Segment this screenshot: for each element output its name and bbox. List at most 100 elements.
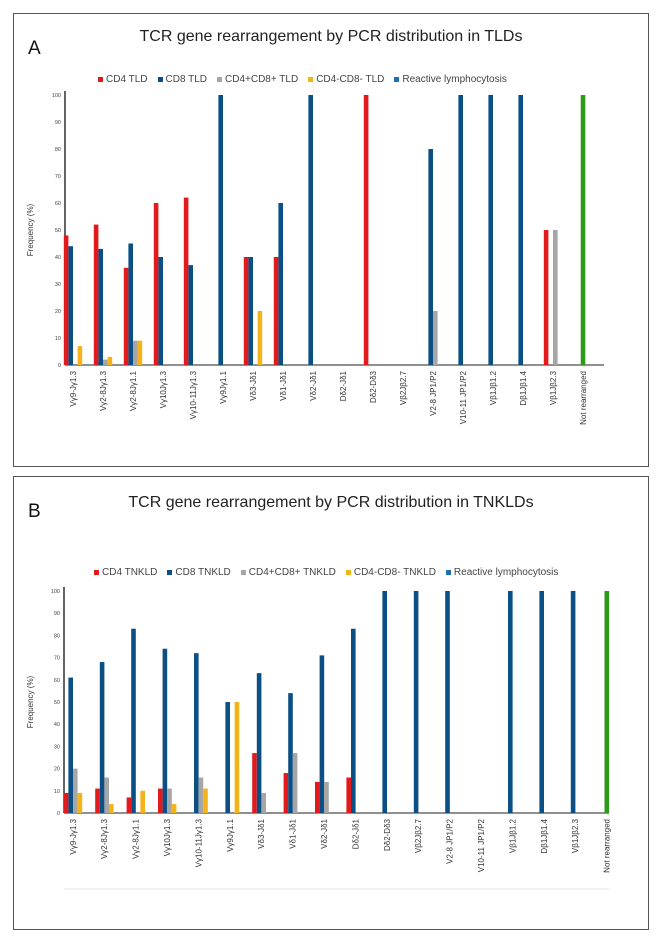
x-tick-label: V2-8 JP1/P2: [429, 370, 438, 415]
legend-swatch: [394, 77, 400, 82]
legend-swatch: [98, 77, 103, 82]
bar-cd8-tnkld: [539, 591, 544, 813]
y-tick-label: 20: [55, 309, 61, 315]
y-axis-label: Frequency (%): [26, 203, 35, 256]
legend-swatch: [157, 77, 163, 82]
legend-item-double-positive: CD4+CD8+ TLD: [217, 74, 298, 85]
x-tick-label: Dβ1Jβ1.4: [519, 370, 528, 405]
x-tick-label: Vβ1Jβ2.3: [549, 370, 558, 405]
bar-cd8-tnkld: [382, 591, 387, 813]
bar-chart-a: 0 10 20 30 40 50 60 70 80 90 100 Frequency (%) Vγ9-J…: [26, 91, 604, 425]
x-tick-label: Vγ2-8Jγ1.1: [132, 818, 141, 859]
y-tick-label: 70: [54, 656, 60, 662]
panel-b: B TCR gene rearrangement by PCR distribu…: [13, 476, 649, 930]
panel-letter: A: [28, 38, 41, 59]
bar-cd8-tnkld: [319, 655, 325, 813]
bar-cd8-tld: [188, 265, 193, 365]
bar-cd8-tnkld: [413, 591, 419, 813]
x-tick-label: Vγ9Jγ1.1: [226, 818, 235, 851]
bar-cd4-cd8-tnkld: [203, 788, 208, 813]
chart-title: TCR gene rearrangement by PCR distributi…: [128, 494, 534, 511]
chart-title: TCR gene rearrangement by PCR distributi…: [139, 28, 523, 45]
bar-cd4-tnkld: [315, 781, 320, 813]
x-tick-label: Vδ3-Jδ1: [257, 818, 266, 848]
x-tick-label: Vγ9-Jγ1.3: [69, 818, 78, 854]
bar-cd4-cd8-tnkld: [171, 804, 177, 813]
bar-cd8-tnkld: [351, 628, 356, 813]
x-tick-label: V2-8 JP1/P2: [446, 818, 455, 863]
chart-legend: CD4 TLD CD8 TLD CD4+CD8+ TLD CD4-CD8- TL…: [98, 74, 507, 85]
bar-cd4-tld: [273, 257, 279, 365]
bar-cd8-tnkld: [256, 673, 262, 813]
bar-cd8-tld: [458, 95, 463, 365]
y-tick-label: 50: [55, 228, 61, 234]
bar-cd4-tld: [543, 230, 549, 365]
bar-cd8-tld: [248, 257, 253, 365]
bar-cd8-tld: [488, 95, 493, 365]
x-tick-label: Vδ1-Jδ1: [289, 818, 298, 848]
bar-cd4-cd8-tnkld: [109, 804, 114, 813]
bar-cd4-cd8-tnkld: [77, 793, 83, 813]
legend-swatch: [345, 570, 351, 575]
y-axis-label: Frequency (%): [26, 675, 35, 728]
legend-swatch: [94, 570, 99, 575]
bar-cd8-tnkld: [225, 702, 230, 813]
legend-item-cd8: CD8 TLD: [157, 74, 207, 85]
y-tick-label: 0: [57, 811, 60, 817]
bar-cd4-tnkld: [158, 788, 163, 813]
x-tick-label: Dδ2-Dδ3: [383, 818, 392, 851]
x-tick-label: Vγ2-8Jγ1.3: [100, 818, 109, 859]
y-tick-label: 60: [55, 201, 61, 207]
legend-item-cd4: CD4 TLD: [98, 74, 148, 85]
x-tick-label: Dδ2-Jδ1: [339, 370, 348, 401]
legend-swatch: [240, 570, 246, 575]
legend-item-double-negative: CD4-CD8- TLD: [308, 74, 384, 85]
bar-cd4-cd8-tnkld: [167, 788, 172, 813]
bar-cd4-cd8-tnkld: [324, 781, 329, 813]
x-tick-label: Vγ2-8Jγ1.1: [129, 370, 138, 411]
y-tick-label: 10: [54, 789, 60, 795]
y-tick-label: 80: [54, 633, 60, 639]
y-tick-label: 20: [54, 767, 60, 773]
bar-cd4-cd8-tld: [433, 311, 438, 365]
bar-cd8-tnkld: [194, 653, 199, 813]
y-tick-label: 90: [54, 611, 60, 617]
bar-cd8-tld: [278, 203, 283, 365]
x-tick-label: Vδ2-Jδ1: [309, 370, 318, 400]
bar-reactive-lymphocytosis: [580, 95, 586, 365]
bar-cd8-tnkld: [68, 677, 73, 813]
bar-cd8-tnkld: [131, 628, 136, 813]
x-tick-label: Vβ2Jβ2.7: [399, 370, 408, 405]
bar-cd4-cd8-tld: [107, 356, 113, 365]
x-tick-label: Vγ10-11Jγ1.3: [189, 370, 198, 419]
legend-swatch: [217, 77, 222, 82]
bar-cd4-cd8-tnkld: [261, 793, 266, 813]
bar-cd8-tnkld: [288, 693, 293, 813]
x-tick-label: Vγ2-8Jγ1.3: [99, 370, 108, 411]
bar-cd4-cd8-tnkld: [104, 777, 109, 813]
bar-cd4-cd8-tld: [137, 340, 143, 365]
x-tick-label: Dδ2-Dδ3: [369, 370, 378, 403]
bar-cd4-tld: [123, 267, 129, 365]
x-tick-label: Vβ1Jβ1.2: [489, 370, 498, 405]
y-tick-label: 10: [55, 336, 61, 342]
x-tick-label: Vγ10-11Jγ1.3: [194, 818, 203, 867]
bar-cd4-cd8-tld: [103, 359, 108, 365]
bar-cd4-tld: [153, 203, 159, 365]
y-tick-label: 80: [55, 147, 61, 153]
x-tick-label: Not rearranged: [603, 819, 612, 873]
bar-cd8-tnkld: [570, 591, 576, 813]
legend-swatch: [167, 570, 173, 575]
x-tick-label: Vγ9-Jγ1.3: [69, 370, 78, 406]
bar-cd8-tld: [98, 248, 103, 365]
bar-cd4-tld: [93, 224, 99, 365]
bar-cd8-tld: [308, 95, 313, 365]
bar-cd8-tnkld: [162, 648, 168, 813]
bar-cd8-tnkld: [445, 591, 450, 813]
x-tick-label: Vδ1-Jδ1: [279, 370, 288, 400]
bar-cd4-cd8-tnkld: [234, 702, 240, 813]
bar-cd4-cd8-tnkld: [140, 790, 145, 813]
legend-swatch: [445, 570, 451, 575]
bar-cd4-cd8-tnkld: [198, 777, 204, 813]
bar-cd4-cd8-tld: [133, 340, 138, 365]
